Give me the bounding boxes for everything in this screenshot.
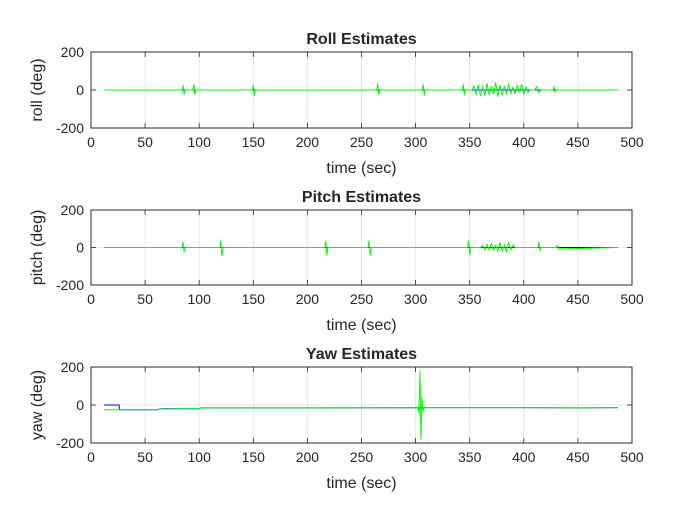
pitch-subplot: 0 50 100 150 200 250 300 350 400 450 500-2000200Pi…: [29, 189, 644, 334]
yaw-x-tick-label: 200: [296, 449, 320, 465]
pitch-y-tick-label: -200: [56, 277, 84, 293]
roll-y-axis-label: roll (deg): [29, 58, 46, 121]
pitch-x-tick-label: 100: [188, 291, 212, 307]
roll-x-tick-label: 150: [242, 134, 266, 150]
pitch-x-tick-label: 200: [296, 291, 320, 307]
pitch-y-axis-label: pitch (deg): [29, 210, 46, 286]
yaw-y-axis-label: yaw (deg): [29, 370, 46, 440]
roll-x-tick-label: 200: [296, 134, 320, 150]
yaw-series-line-2: [103, 370, 618, 440]
yaw-x-tick-label: 300: [404, 449, 428, 465]
yaw-x-tick-label: 350: [458, 449, 482, 465]
yaw-y-tick-label: -200: [56, 435, 84, 451]
yaw-chart-title: Yaw Estimates: [306, 346, 417, 363]
yaw-x-tick-label: 450: [566, 449, 590, 465]
pitch-y-tick-label: 0: [76, 240, 84, 256]
pitch-x-tick-label: 400: [512, 291, 536, 307]
roll-series-line-2: [103, 81, 618, 98]
yaw-x-tick-label: 500: [620, 449, 644, 465]
yaw-x-axis-label: time (sec): [326, 475, 396, 492]
yaw-x-tick-label: 0: [87, 449, 95, 465]
pitch-chart-title: Pitch Estimates: [302, 189, 421, 206]
roll-chart-title: Roll Estimates: [306, 31, 416, 48]
yaw-x-tick-label: 250: [350, 449, 374, 465]
roll-x-tick-label: 50: [137, 134, 153, 150]
yaw-y-tick-label: 200: [61, 359, 85, 375]
roll-y-tick-label: -200: [56, 120, 84, 136]
roll-x-tick-label: 100: [188, 134, 212, 150]
yaw-subplot: 0 50 100 150 200 250 300 350 400 450 500-2000200Ya…: [29, 346, 644, 492]
roll-y-tick-label: 200: [61, 44, 85, 60]
yaw-x-tick-label: 100: [188, 449, 212, 465]
yaw-y-tick-label: 0: [76, 397, 84, 413]
roll-y-tick-label: 0: [76, 82, 84, 98]
roll-x-tick-label: 0: [87, 134, 95, 150]
roll-x-tick-label: 400: [512, 134, 536, 150]
yaw-x-tick-label: 400: [512, 449, 536, 465]
pitch-x-tick-label: 450: [566, 291, 590, 307]
pitch-x-tick-label: 250: [350, 291, 374, 307]
roll-x-tick-label: 350: [458, 134, 482, 150]
yaw-x-tick-label: 150: [242, 449, 266, 465]
pitch-x-tick-label: 150: [242, 291, 266, 307]
roll-x-tick-label: 500: [620, 134, 644, 150]
yaw-x-tick-label: 50: [137, 449, 153, 465]
roll-x-axis-label: time (sec): [326, 160, 396, 177]
pitch-x-tick-label: 0: [87, 291, 95, 307]
pitch-series-line-2: [103, 240, 618, 257]
roll-x-tick-label: 250: [350, 134, 374, 150]
roll-x-tick-label: 300: [404, 134, 428, 150]
pitch-x-tick-label: 50: [137, 291, 153, 307]
pitch-x-axis-label: time (sec): [326, 317, 396, 334]
pitch-x-tick-label: 350: [458, 291, 482, 307]
pitch-x-tick-label: 300: [404, 291, 428, 307]
roll-subplot: 0 50 100 150 200 250 300 350 400 450 500-2000200Ro…: [29, 31, 644, 177]
pitch-y-tick-label: 200: [61, 202, 85, 218]
pitch-x-tick-label: 500: [620, 291, 644, 307]
roll-x-tick-label: 450: [566, 134, 590, 150]
